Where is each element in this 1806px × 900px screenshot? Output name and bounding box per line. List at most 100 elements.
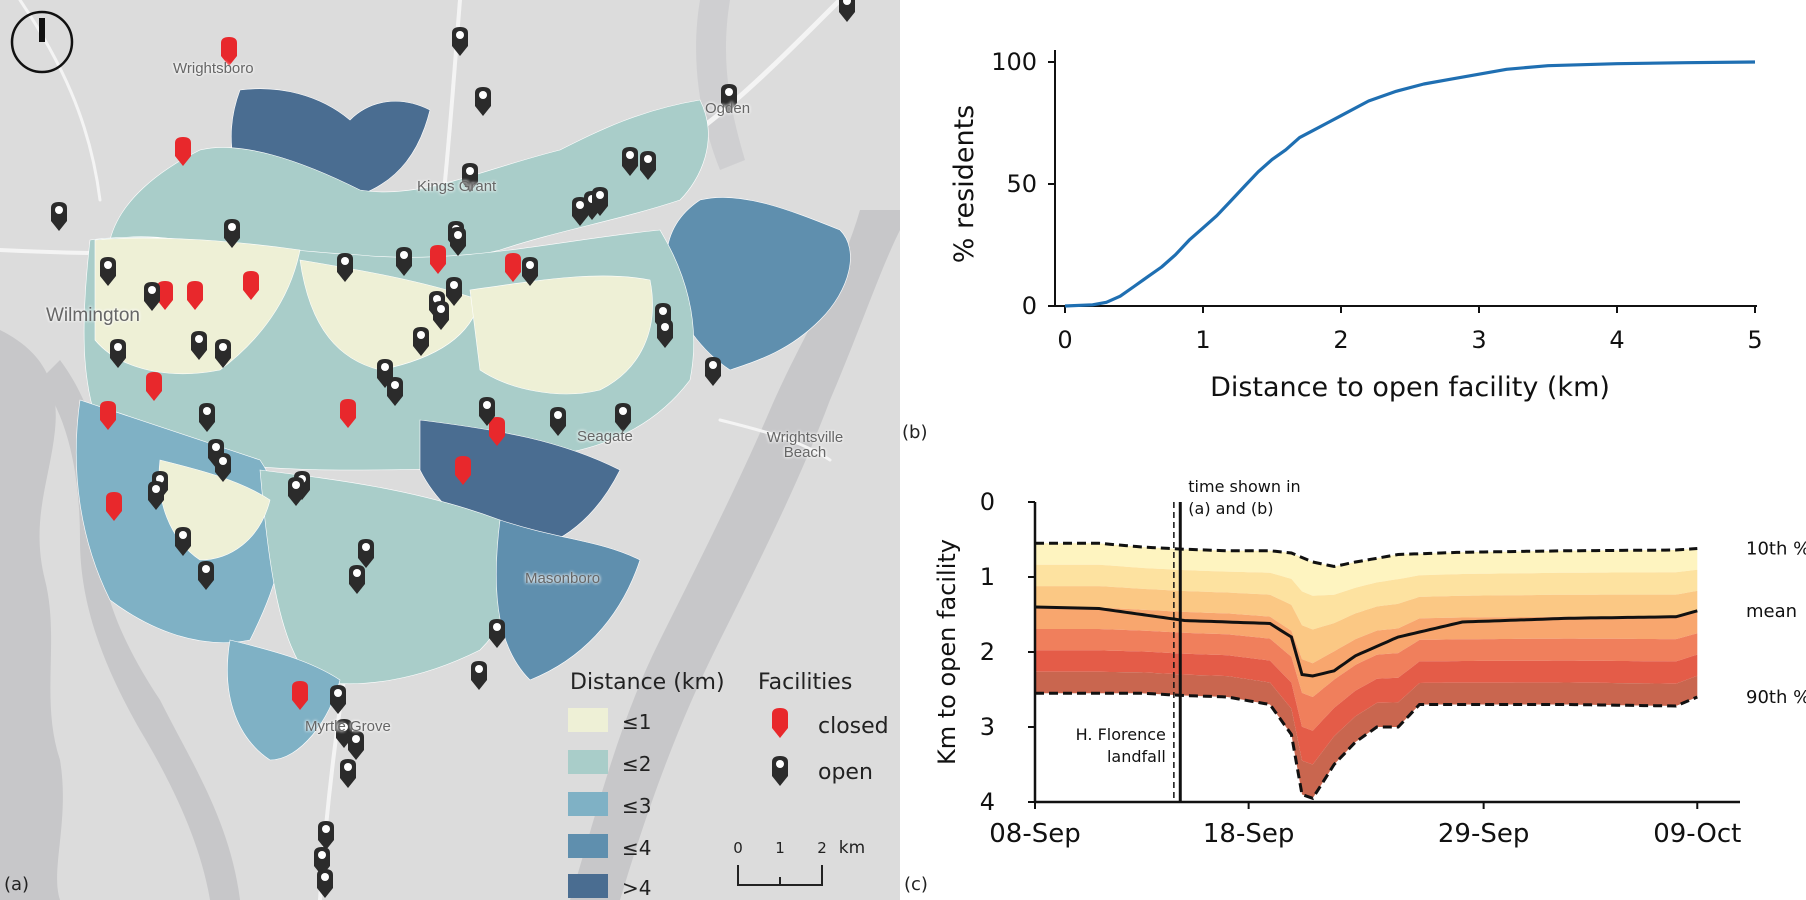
legend-swatch-2 [568, 750, 608, 774]
closed-facility-marker [243, 271, 259, 300]
map-canvas [0, 0, 900, 900]
open-facility-marker [592, 187, 608, 216]
open-facility-marker [433, 301, 449, 330]
open-facility-marker [358, 539, 374, 568]
y-tick-label: 2 [980, 638, 995, 666]
closed-facility-marker [175, 137, 191, 166]
open-facility-marker [452, 27, 468, 56]
open-facility-marker [705, 357, 721, 386]
region-south [259, 469, 516, 684]
open-facility-marker [340, 759, 356, 788]
open-facility-marker [215, 339, 231, 368]
x-tick-label: 18-Sep [1203, 819, 1294, 849]
open-facility-marker [396, 247, 412, 276]
open-facility-marker [479, 397, 495, 426]
landfall-annotation: H. Florence [1076, 725, 1166, 744]
legend-open-label: open [818, 760, 873, 785]
open-facility-marker [462, 163, 478, 192]
place-label: Ogden [705, 100, 751, 117]
series-label: mean [1746, 601, 1797, 622]
legend-class-label: ≤1 [622, 710, 652, 734]
open-facility-marker [110, 339, 126, 368]
percentile-band [1035, 564, 1698, 630]
open-facility-marker [199, 403, 215, 432]
legend-class-label: >4 [622, 876, 652, 900]
open-marker-icon [772, 756, 788, 786]
map-panel: Wrightsboro Ogden Kings Grant Wilmington… [0, 0, 900, 900]
open-facility-marker [450, 227, 466, 256]
place-label: Myrtle Grove [305, 718, 391, 735]
p90-line [1035, 691, 1698, 801]
closed-facility-marker [106, 492, 122, 521]
region-south-east [496, 519, 641, 681]
choropleth [75, 88, 851, 761]
panel-label-b: (b) [902, 422, 928, 443]
closed-facility-marker [157, 281, 173, 310]
series-label: 10th % [1746, 539, 1806, 560]
open-facility-marker [288, 477, 304, 506]
y-tick-label: 0 [980, 488, 995, 516]
x-tick-label: 5 [1747, 326, 1762, 354]
place-label: Wrightsville Beach [766, 429, 844, 461]
open-facility-marker [475, 87, 491, 116]
open-facility-marker [657, 319, 673, 348]
open-facility-marker [640, 151, 656, 180]
open-facility-marker [191, 331, 207, 360]
closed-facility-marker [187, 281, 203, 310]
closed-facility-marker [430, 245, 446, 274]
legend-class-label: ≤4 [622, 836, 652, 860]
open-facility-marker [522, 257, 538, 286]
open-facility-marker [175, 527, 191, 556]
open-facility-marker [550, 407, 566, 436]
north-arrow-icon [10, 10, 74, 74]
y-tick-label: 3 [980, 713, 995, 741]
percentile-band [1035, 629, 1698, 731]
open-facility-marker [489, 619, 505, 648]
x-axis-label: Distance to open facility (km) [1210, 372, 1610, 403]
closed-facility-marker [505, 253, 521, 282]
percentile-band [1035, 543, 1698, 596]
open-facility-marker [615, 403, 631, 432]
open-facility-marker [215, 453, 231, 482]
open-facility-marker [413, 327, 429, 356]
scale-tick-label: 0 [733, 839, 743, 857]
open-facility-marker [144, 282, 160, 311]
y-axis-label: Km to open facility [933, 539, 961, 765]
legend-swatch-3 [568, 792, 608, 816]
time-shown-annotation: (a) and (b) [1188, 499, 1273, 518]
x-tick-label: 0 [1057, 326, 1072, 354]
x-tick-label: 29-Sep [1438, 819, 1529, 849]
closed-facility-marker [100, 401, 116, 430]
open-facility-marker [622, 147, 638, 176]
y-tick-label: 50 [1006, 170, 1037, 198]
legend-swatch-1 [568, 708, 608, 732]
legend-closed-label: closed [818, 714, 889, 739]
x-tick-label: 1 [1195, 326, 1210, 354]
panel-label-c: (c) [904, 874, 928, 895]
scale-bar: 0 1 2 km [733, 838, 865, 886]
legend-class-label: ≤3 [622, 794, 652, 818]
place-label: Seagate [577, 428, 633, 445]
open-facility-marker [721, 84, 737, 113]
percentile-band [1035, 650, 1698, 765]
region-seagate [469, 275, 653, 395]
open-facility-marker [471, 661, 487, 690]
open-facility-marker [100, 257, 116, 286]
open-facility-marker [348, 731, 364, 760]
y-tick-label: 100 [991, 48, 1037, 76]
open-facility-marker [387, 377, 403, 406]
region-myrtle [227, 639, 341, 761]
time-shown-annotation: time shown in [1188, 477, 1300, 496]
open-facility-marker [349, 565, 365, 594]
closed-facility-marker [221, 37, 237, 66]
y-tick-label: 4 [980, 788, 995, 816]
legend-swatch-4 [568, 834, 608, 858]
open-facility-marker [318, 821, 334, 850]
x-tick-label: 4 [1609, 326, 1624, 354]
y-tick-label: 1 [980, 563, 995, 591]
closed-facility-marker [292, 681, 308, 710]
open-facility-marker [224, 219, 240, 248]
closed-facility-marker [455, 456, 471, 485]
percentile-band [1035, 586, 1698, 664]
legend-facilities-title: Facilities [758, 670, 853, 695]
